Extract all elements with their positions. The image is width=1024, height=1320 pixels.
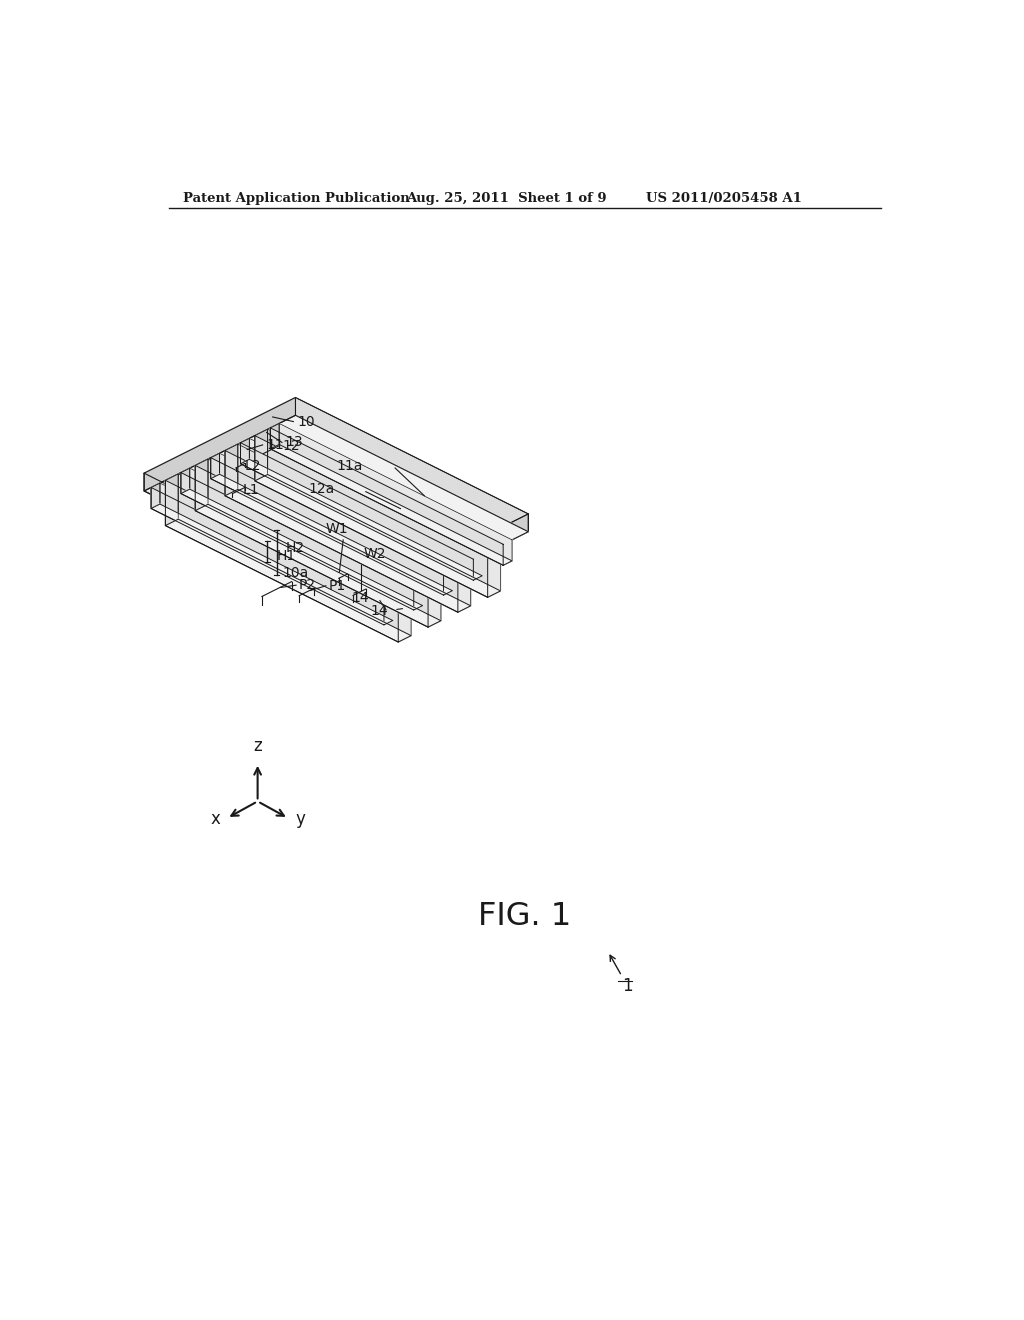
Polygon shape [384,599,393,624]
Polygon shape [160,483,393,620]
Text: 14: 14 [370,605,388,618]
Polygon shape [144,397,528,590]
Text: 11a: 11a [336,458,362,473]
Polygon shape [241,442,473,581]
Polygon shape [166,519,411,642]
Text: P1: P1 [329,578,345,593]
Text: FIG. 1: FIG. 1 [478,902,571,932]
Polygon shape [225,444,238,496]
Polygon shape [428,576,441,627]
Polygon shape [487,545,501,598]
Polygon shape [255,474,501,598]
Text: 13: 13 [286,436,303,449]
Polygon shape [196,504,441,627]
Text: H1: H1 [276,549,296,562]
Polygon shape [181,469,189,494]
Polygon shape [241,459,482,581]
Polygon shape [144,416,528,607]
Text: x: x [210,810,220,829]
Polygon shape [267,429,501,591]
Text: z: z [253,737,262,755]
Polygon shape [144,473,377,607]
Text: US 2011/0205458 A1: US 2011/0205458 A1 [646,191,803,205]
Polygon shape [152,504,393,624]
Polygon shape [208,459,441,620]
Polygon shape [166,480,398,642]
Polygon shape [181,473,414,610]
Polygon shape [152,483,160,508]
Polygon shape [270,445,512,565]
Polygon shape [250,438,482,576]
Text: W1: W1 [326,521,348,536]
Text: L1: L1 [243,483,259,498]
Polygon shape [225,450,458,612]
Polygon shape [473,554,482,581]
Polygon shape [144,397,296,491]
Polygon shape [178,474,411,636]
Text: Patent Application Publication: Patent Application Publication [183,191,410,205]
Text: Aug. 25, 2011  Sheet 1 of 9: Aug. 25, 2011 Sheet 1 of 9 [407,191,607,205]
Polygon shape [241,438,250,463]
Polygon shape [152,487,384,624]
Polygon shape [211,458,443,595]
Text: H2: H2 [286,541,305,556]
Text: 10a: 10a [283,566,309,579]
Polygon shape [414,585,423,610]
Polygon shape [458,561,471,612]
Polygon shape [166,474,178,525]
Text: 14: 14 [351,591,369,606]
Polygon shape [189,469,423,606]
Polygon shape [196,459,208,511]
Polygon shape [255,436,487,598]
Text: 1: 1 [622,977,633,995]
Text: L2: L2 [244,459,261,473]
Text: y: y [295,810,305,829]
Text: 10: 10 [297,414,315,429]
Text: 12: 12 [283,438,300,453]
Polygon shape [219,453,453,590]
Polygon shape [211,474,453,595]
Text: W2: W2 [364,548,386,561]
Polygon shape [443,570,453,595]
Polygon shape [377,513,528,607]
Polygon shape [196,466,428,627]
Polygon shape [255,429,267,480]
Polygon shape [503,540,512,565]
Polygon shape [270,424,280,449]
Polygon shape [270,428,503,565]
Polygon shape [296,397,528,532]
Polygon shape [225,490,471,612]
Text: P2: P2 [298,578,315,593]
Polygon shape [280,424,512,561]
Polygon shape [398,590,411,642]
Polygon shape [238,444,471,606]
Text: 12a: 12a [309,482,335,496]
Polygon shape [211,453,219,479]
Polygon shape [181,490,423,610]
Text: 11: 11 [266,438,285,451]
